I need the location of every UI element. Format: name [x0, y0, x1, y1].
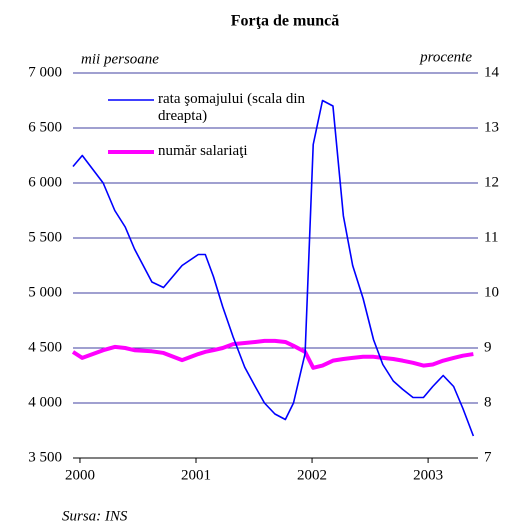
legend-entry: număr salariaţi	[158, 143, 248, 159]
source: Sursa: INS	[62, 508, 128, 524]
series-line	[71, 338, 474, 370]
y-tick-label: 6 500	[28, 119, 62, 135]
x-tick-label: 2003	[413, 467, 443, 483]
x-tick-label: 2002	[297, 467, 327, 483]
x-tick-label: 2001	[181, 467, 211, 483]
y2-axis-label: procente	[419, 49, 472, 65]
y2-tick-label: 7	[484, 449, 492, 465]
x-tick-label: 2000	[65, 467, 95, 483]
y2-tick-label: 9	[484, 339, 492, 355]
y2-tick-label: 14	[484, 64, 500, 80]
y2-tick-label: 8	[484, 394, 492, 410]
chart-title: Forţa de muncă	[231, 13, 339, 30]
series-line	[72, 99, 475, 437]
y2-tick-label: 13	[484, 119, 499, 135]
y2-tick-label: 11	[484, 229, 498, 245]
legend-entry: rata şomajului (scala din dreapta)	[158, 91, 306, 124]
y-axis-label: mii persoane	[81, 51, 159, 67]
y-tick-label: 4 000	[28, 394, 62, 410]
y-tick-label: 3 500	[28, 449, 62, 465]
y-tick-label: 5 500	[28, 229, 62, 245]
y-tick-label: 5 000	[28, 284, 62, 300]
y2-tick-label: 12	[484, 174, 499, 190]
y-tick-label: 6 000	[28, 174, 62, 190]
y-tick-label: 7 000	[28, 64, 62, 80]
y-tick-label: 4 500	[28, 339, 62, 355]
y2-tick-label: 10	[484, 284, 499, 300]
